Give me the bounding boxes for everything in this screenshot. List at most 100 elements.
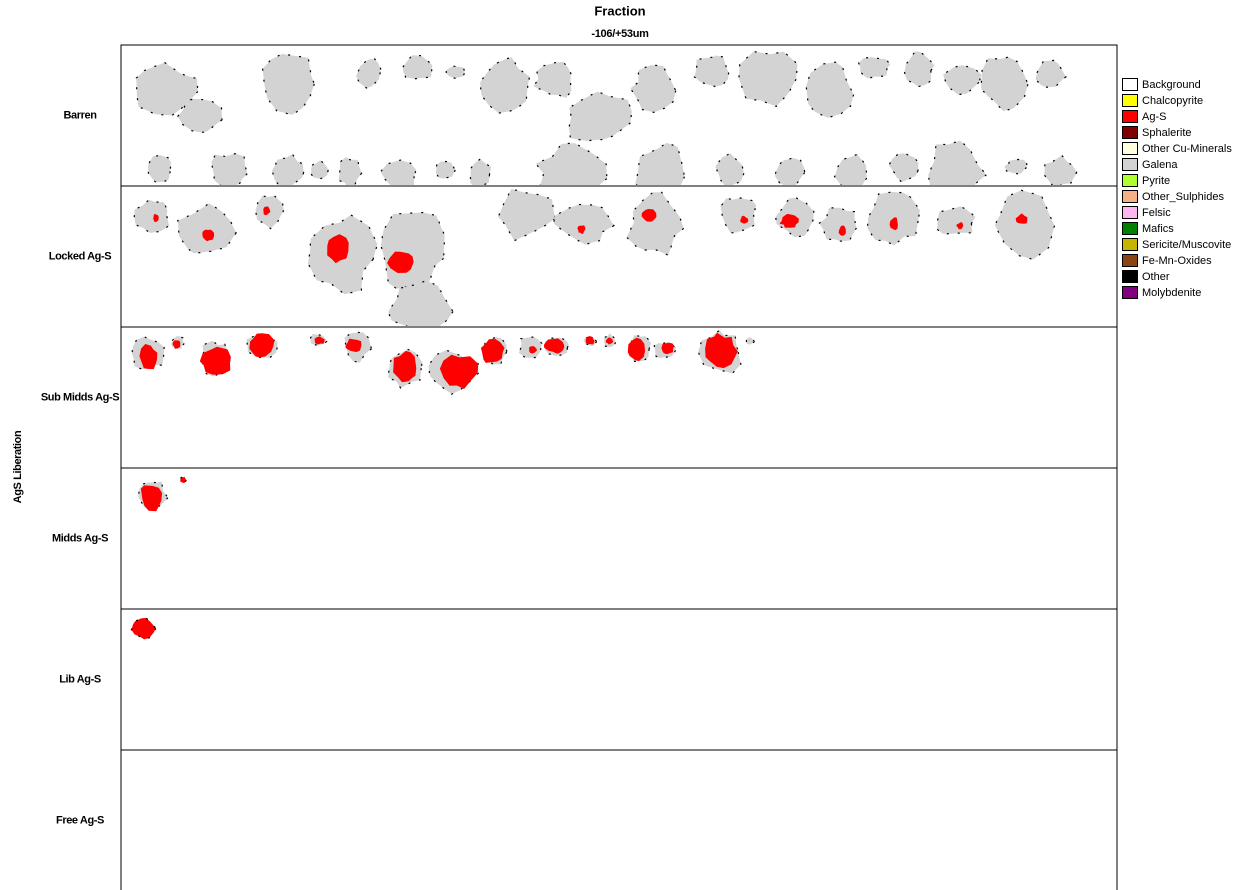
legend-swatch [1122,190,1138,203]
legend-swatch [1122,286,1138,299]
legend: Background Chalcopyrite Ag-S Sphalerite Othe… [1122,78,1232,299]
particle [402,54,433,80]
legend-label: Other Cu-Minerals [1142,143,1232,155]
row-label: Free Ag-S [56,814,104,826]
particles [133,188,1056,326]
particle [833,153,868,185]
particle [179,476,188,484]
ag-s-inclusion [585,336,595,345]
particle [337,156,363,185]
particle [310,159,329,180]
particle [774,157,806,185]
particle [629,64,677,114]
ag-s-inclusion [605,337,614,345]
row-cell [120,608,1118,751]
legend-label: Ag-S [1142,111,1166,123]
particle [568,90,633,142]
particle [942,64,983,96]
legend-label: Pyrite [1142,175,1170,187]
legend-swatch [1122,126,1138,139]
legend-label: Other_Sulphides [1142,191,1224,203]
legend-label: Molybdenite [1142,287,1201,299]
particle [994,189,1056,261]
particle [355,58,382,89]
ag-s-inclusion [139,344,158,370]
particle [534,142,608,185]
particle [888,152,920,183]
grid: Barren Locked Ag-S Sub Midds Ag-S Midds Ag-… [41,44,1118,890]
legend-swatch [1122,174,1138,187]
particle [927,139,988,185]
legend-swatch [1122,222,1138,235]
ag-s-inclusion [153,213,159,223]
particle [130,617,157,641]
legend-label: Mafics [1142,223,1174,235]
row-label: Midds Ag-S [52,532,108,544]
ag-s-inclusion [641,209,657,222]
particle [719,197,757,234]
particle [210,152,248,185]
ag-s-inclusion [889,217,898,231]
particles [131,329,756,395]
legend-label: Sericite/Muscovite [1142,239,1231,251]
ag-s-inclusion [314,336,325,345]
particle [177,202,237,255]
particle [738,50,799,108]
particle [805,61,855,119]
legend-label: Chalcopyrite [1142,95,1203,107]
legend-swatch [1122,142,1138,155]
particle [745,336,756,346]
ag-s-inclusion [740,215,749,224]
row-label: Barren [63,109,97,121]
particle [133,199,170,234]
particle [176,98,223,134]
particles [130,617,157,641]
particle [135,61,199,117]
particle [980,56,1029,112]
particle [1034,59,1067,88]
particle [469,158,492,185]
ag-s-inclusion [1015,213,1028,224]
particle [379,159,417,185]
ag-s-inclusion [199,346,231,375]
ag-s-inclusion [779,213,799,228]
row-label: Sub Midds Ag-S [41,391,119,403]
particle [693,54,730,88]
particle [387,280,454,326]
legend-swatch [1122,94,1138,107]
ag-s-inclusion [393,350,417,383]
particle [903,50,936,88]
particle [1003,158,1028,175]
ag-s-inclusion [345,338,362,353]
legend-swatch [1122,238,1138,251]
y-axis-label: AgS Liberation [12,430,24,503]
particle [497,188,556,242]
ag-s-inclusion [956,222,964,230]
ag-s-inclusion [263,206,271,216]
legend-label: Fe-Mn-Oxides [1142,255,1212,267]
ag-s-inclusion [529,346,537,354]
ag-s-inclusion [249,333,275,358]
legend-label: Felsic [1142,207,1171,219]
title: Fraction [594,3,645,18]
legend-label: Background [1142,79,1201,91]
legend-swatch [1122,254,1138,267]
particle [818,207,858,242]
legend-label: Other [1142,271,1170,283]
particle [553,203,615,246]
legend-swatch [1122,270,1138,283]
legend-label: Sphalerite [1142,127,1192,139]
ag-s-inclusion [327,234,349,264]
particle [445,65,466,80]
legend-swatch [1122,158,1138,171]
particle [532,61,573,99]
particle [479,56,531,114]
ag-s-inclusion [439,354,479,389]
ag-s-inclusion [577,225,586,235]
ag-s-inclusion [661,342,675,355]
particle [634,142,686,185]
legend-swatch [1122,110,1138,123]
row-cell [120,467,1118,610]
